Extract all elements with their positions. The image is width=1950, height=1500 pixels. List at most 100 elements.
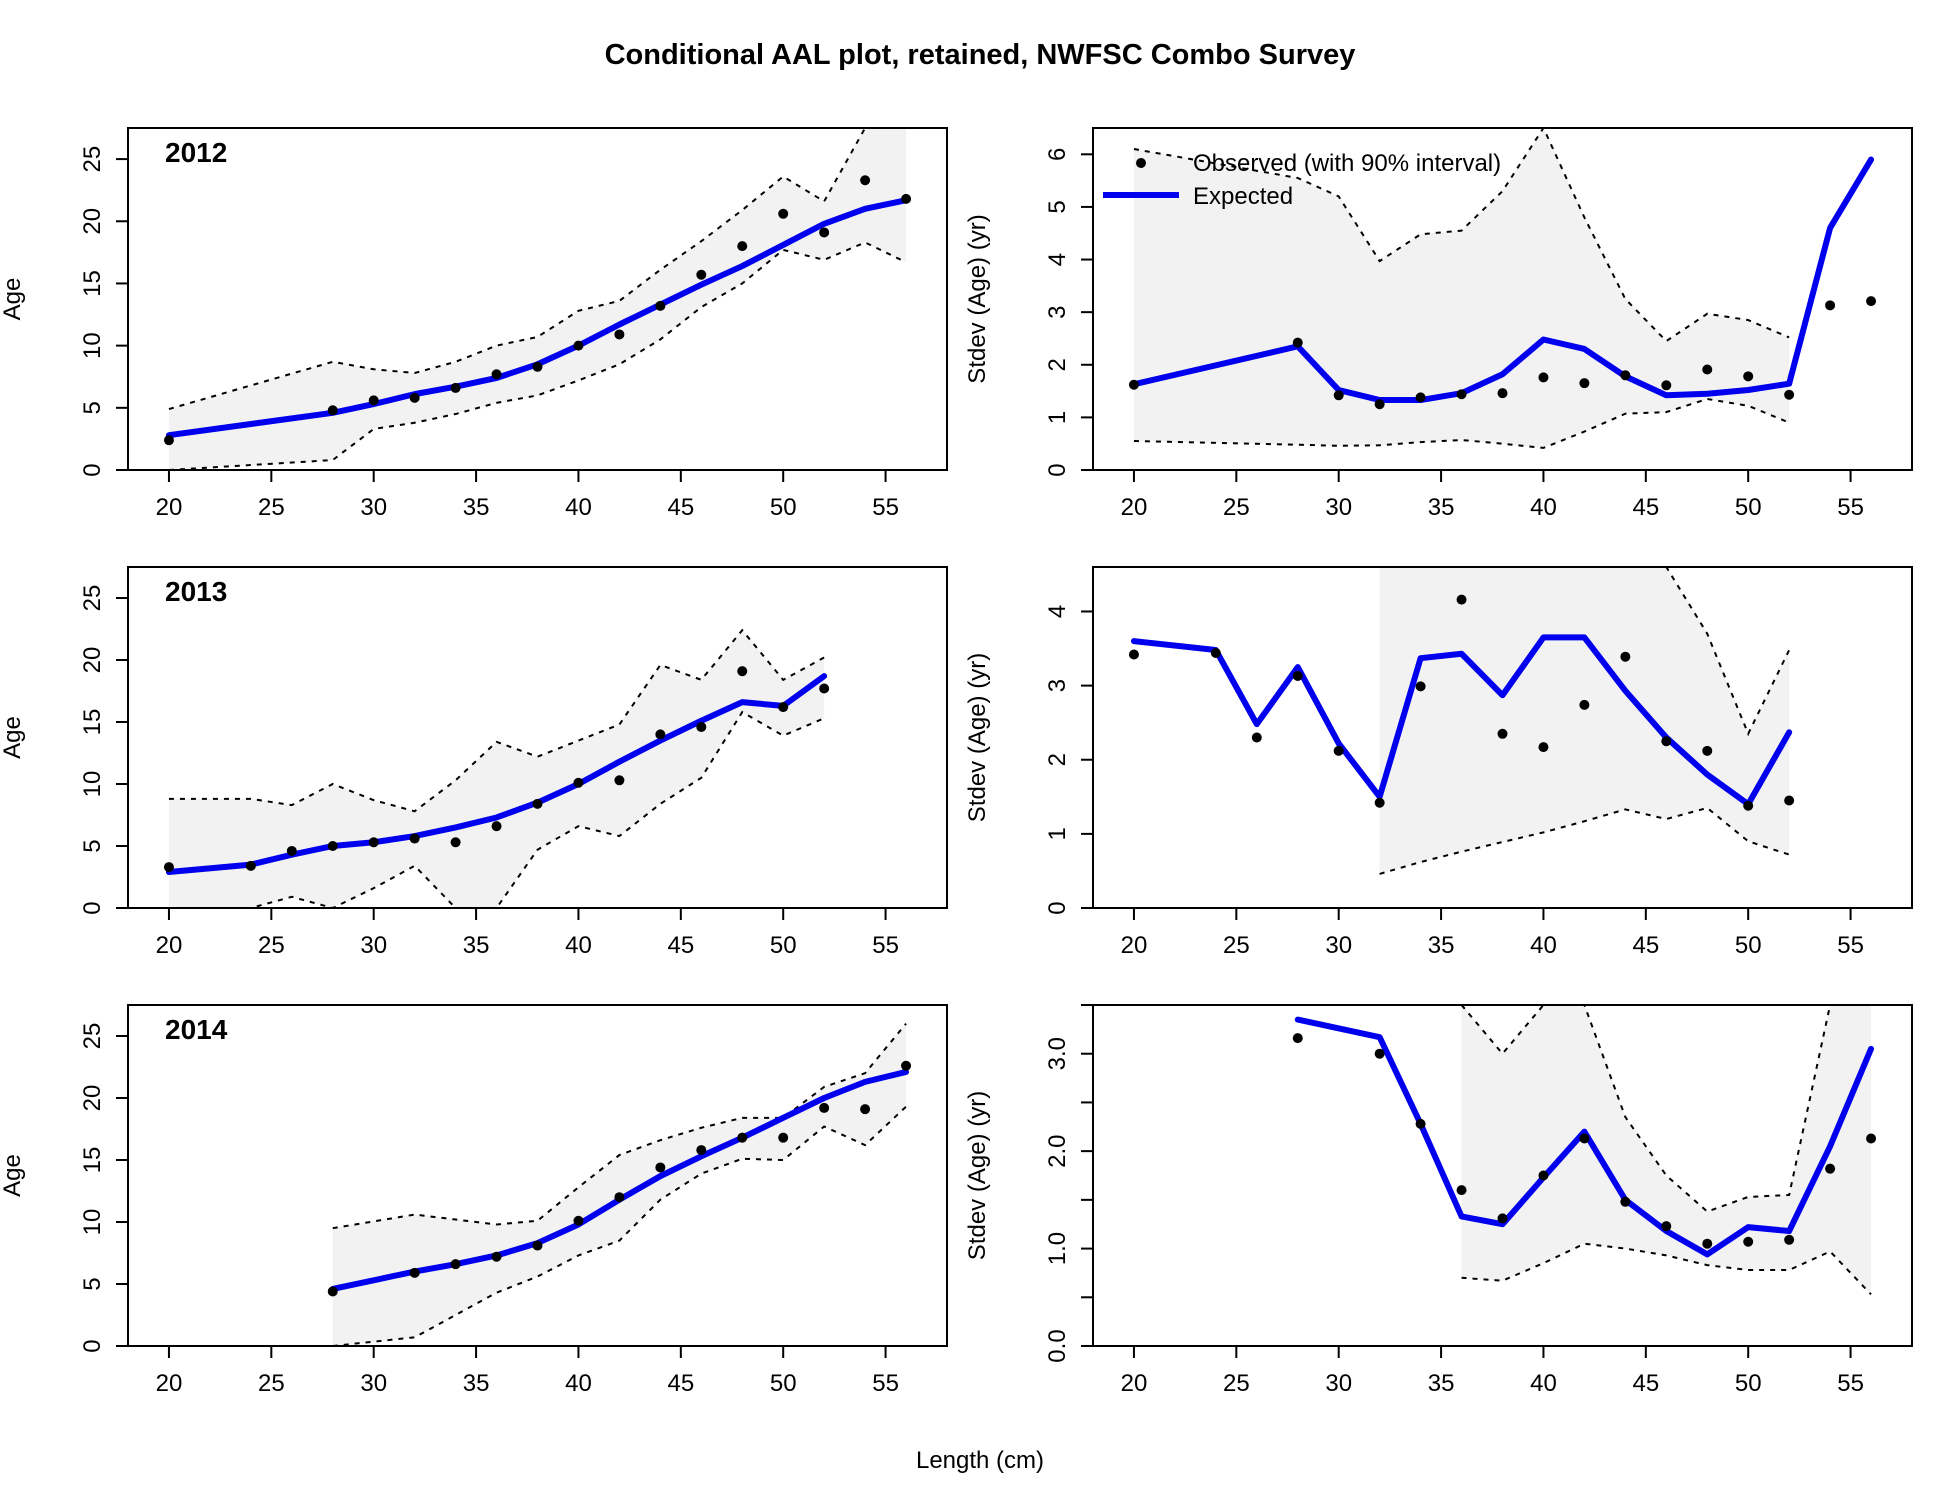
observed-point [1784, 1234, 1795, 1245]
observed-point [409, 1267, 420, 1278]
y-axis-title: Age [0, 716, 26, 759]
x-tick-label: 50 [770, 1370, 797, 1397]
y-tick-label: 0 [79, 901, 106, 914]
observed-point [1538, 742, 1549, 753]
x-tick-label: 40 [1530, 494, 1557, 521]
expected-line [1294, 1016, 1875, 1258]
observed-point [1251, 732, 1262, 743]
x-tick-label: 50 [1735, 494, 1762, 521]
y-tick-label: 15 [79, 270, 106, 297]
observed-point [860, 1104, 871, 1115]
observed-point [737, 1132, 748, 1143]
observed-point [450, 837, 461, 848]
x-tick-label: 25 [258, 932, 285, 959]
plot-area [327, 1022, 912, 1346]
observed-point [532, 1240, 543, 1251]
observed-point [819, 683, 830, 694]
x-tick-label: 35 [1428, 1370, 1455, 1397]
expected-line [1130, 634, 1793, 808]
y-axis-title: Stdev (Age) (yr) [964, 653, 991, 822]
observed-point [819, 1102, 830, 1113]
observed-point [163, 435, 174, 446]
lower-interval-line [1461, 1242, 1872, 1296]
observed-point [1538, 1170, 1549, 1181]
upper-interval-line [1379, 567, 1791, 737]
x-tick-label: 40 [565, 494, 592, 521]
x-tick-label: 45 [1632, 494, 1659, 521]
year-label: 2012 [165, 137, 227, 168]
observed-point [1825, 1163, 1836, 1174]
y-tick-label: 2 [1044, 358, 1071, 371]
observed-point [1415, 1118, 1426, 1129]
x-tick-label: 25 [1223, 1370, 1250, 1397]
y-tick-label: 25 [79, 1023, 106, 1050]
x-tick-label: 25 [1223, 494, 1250, 521]
observed-point [614, 1192, 625, 1203]
observed-point [1661, 736, 1672, 747]
y-axis-title: Age [0, 1154, 26, 1197]
expected-line [165, 197, 910, 439]
x-tick-label: 25 [258, 494, 285, 521]
x-tick-label: 55 [1837, 932, 1864, 959]
observed-point [450, 382, 461, 393]
observed-point [1579, 1133, 1590, 1144]
x-tick-label: 45 [1632, 1370, 1659, 1397]
x-tick-label: 55 [872, 932, 899, 959]
y-tick-label: 0.0 [1044, 1329, 1071, 1362]
observed-point [1415, 392, 1426, 403]
lower-interval-line [1133, 397, 1790, 449]
observed-point [409, 833, 420, 844]
observed-point [532, 798, 543, 809]
y-tick-label: 15 [79, 709, 106, 736]
observed-point [1333, 390, 1344, 401]
y-tick-label: 0 [1044, 463, 1071, 476]
plot-frame [127, 127, 948, 471]
lower-interval-line [1379, 806, 1790, 875]
plot-frame [1092, 566, 1913, 909]
observed-point [1374, 1048, 1385, 1059]
observed-point [1702, 745, 1713, 756]
observed-point [1374, 797, 1385, 808]
observed-point [1661, 380, 1672, 391]
lower-interval-line [168, 710, 825, 908]
x-tick-label: 35 [1428, 494, 1455, 521]
y-tick-label: 25 [79, 585, 106, 612]
y-tick-label: 15 [79, 1147, 106, 1174]
observed-point [737, 241, 748, 252]
observed-point [1333, 745, 1344, 756]
upper-interval-line [168, 628, 825, 813]
x-tick-label: 20 [156, 932, 183, 959]
interval-band [168, 630, 825, 908]
observed-point [1784, 389, 1795, 400]
observed-point [737, 666, 748, 677]
x-tick-label: 30 [360, 494, 387, 521]
plot-area [1128, 128, 1877, 449]
x-tick-label: 45 [667, 1370, 694, 1397]
y-tick-label: 25 [79, 146, 106, 173]
y-tick-label: 0 [79, 1339, 106, 1352]
observed-point [614, 329, 625, 340]
year-label: 2013 [165, 576, 227, 607]
observed-point [573, 340, 584, 351]
y-axis-title: Age [0, 278, 26, 321]
y-axis-title: Stdev (Age) (yr) [964, 214, 991, 383]
observed-point [368, 395, 379, 406]
y-tick-label: 20 [79, 1085, 106, 1112]
observed-point [1497, 728, 1508, 739]
x-tick-label: 40 [1530, 932, 1557, 959]
observed-point [163, 862, 174, 873]
observed-point [1456, 1185, 1467, 1196]
observed-point [245, 860, 256, 871]
x-tick-label: 20 [1121, 494, 1148, 521]
panel-1: 20 25 30 35 40 45 50 55 0 5 10 15 20 25 Age 2012 [0, 127, 948, 521]
observed-point [532, 361, 543, 372]
x-tick-label: 55 [1837, 494, 1864, 521]
observed-point [778, 1132, 789, 1143]
x-tick-label: 25 [258, 1370, 285, 1397]
x-tick-label: 30 [360, 1370, 387, 1397]
observed-point [1620, 370, 1631, 381]
upper-interval-line [1460, 1005, 1872, 1213]
expected-line [329, 1068, 910, 1292]
observed-point [1128, 649, 1139, 660]
